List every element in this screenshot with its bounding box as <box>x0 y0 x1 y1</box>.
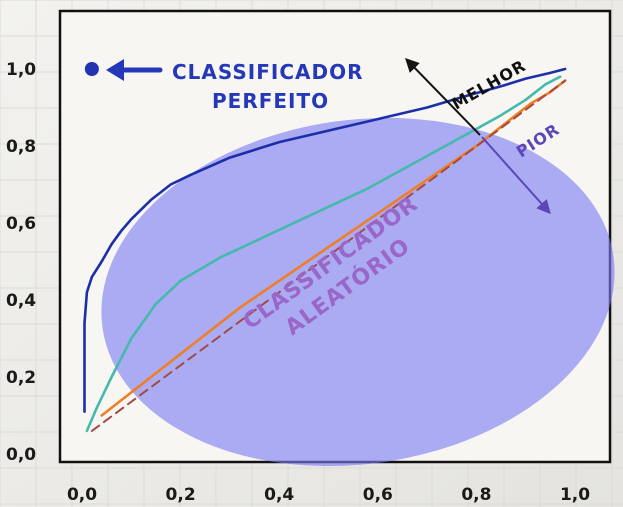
y-tick-label: 0,4 <box>6 291 36 311</box>
x-tick-label: 0,0 <box>67 485 97 505</box>
x-tick-label: 0,8 <box>461 485 491 505</box>
x-tick-label: 0,4 <box>264 485 294 505</box>
perfect-classifier-point <box>85 62 99 76</box>
y-tick-label: 0,6 <box>6 214 36 234</box>
y-tick-label: 1,0 <box>6 60 36 80</box>
y-tick-label: 0,0 <box>6 445 36 465</box>
x-tick-label: 1,0 <box>560 485 590 505</box>
perfect-classifier-label-line1: CLASSIFICADOR <box>172 60 364 84</box>
y-tick-label: 0,8 <box>6 137 36 157</box>
x-tick-label: 0,6 <box>363 485 393 505</box>
y-tick-label: 0,2 <box>6 368 36 388</box>
x-tick-label: 0,2 <box>166 485 196 505</box>
perfect-classifier-label-line2: PERFEITO <box>212 89 329 113</box>
